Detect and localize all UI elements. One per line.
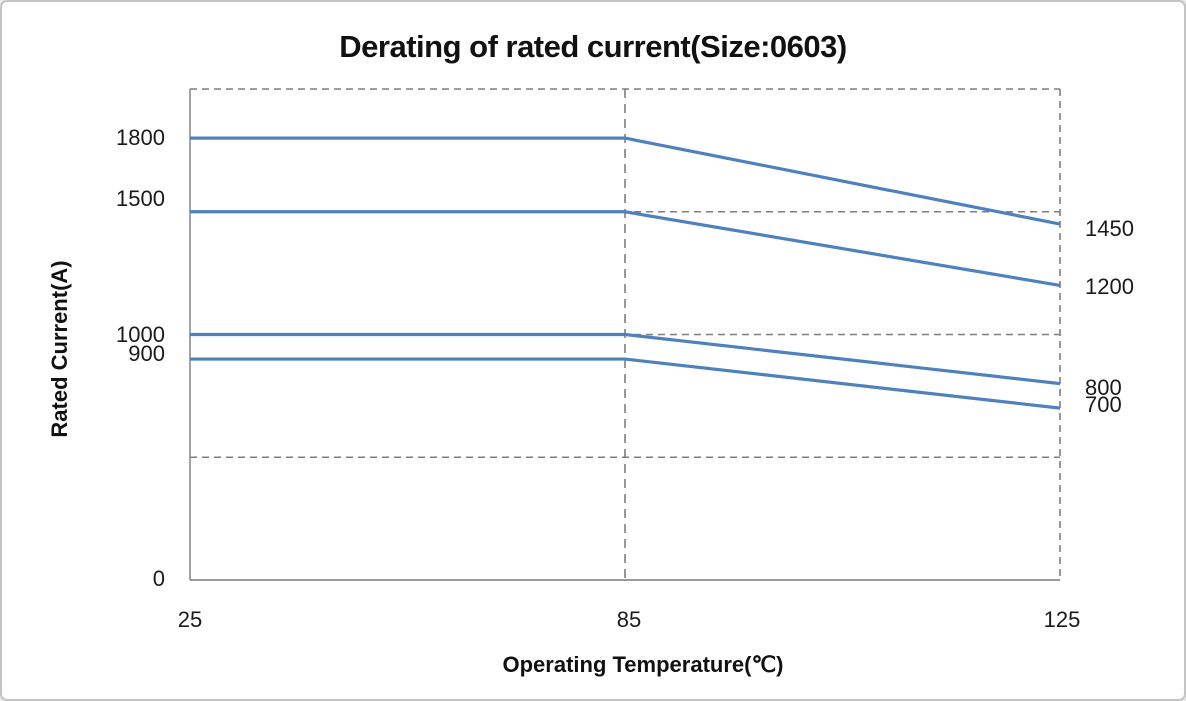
- x-tick-label-125: 125: [1043, 607, 1081, 632]
- series-line-1000A-rated: [190, 332, 1061, 386]
- series-end-label-1200: 1200: [1085, 274, 1134, 300]
- series-line-900A-rated: [190, 357, 1061, 410]
- y-value-label-1800: 1800: [116, 125, 165, 151]
- y-value-label-0: 0: [152, 566, 165, 591]
- x-axis-title: Operating Temperature(℃): [502, 652, 784, 677]
- series-line-1500A-rated: [190, 210, 1061, 287]
- x-tick-label-85: 85: [616, 607, 642, 632]
- series-end-label-700: 700: [1085, 392, 1122, 418]
- series-line-1800A-rated: [190, 136, 1061, 226]
- chart-title: Derating of rated current(Size:0603): [339, 29, 847, 64]
- series-end-label-1450: 1450: [1085, 216, 1134, 242]
- y-value-label-1500: 1500: [116, 185, 165, 211]
- y-value-label-900: 900: [128, 341, 165, 367]
- series-end-label-800: 800: [1085, 374, 1122, 400]
- x-tick-label-25: 25: [177, 607, 203, 632]
- y-value-label-1000: 1000: [116, 321, 165, 347]
